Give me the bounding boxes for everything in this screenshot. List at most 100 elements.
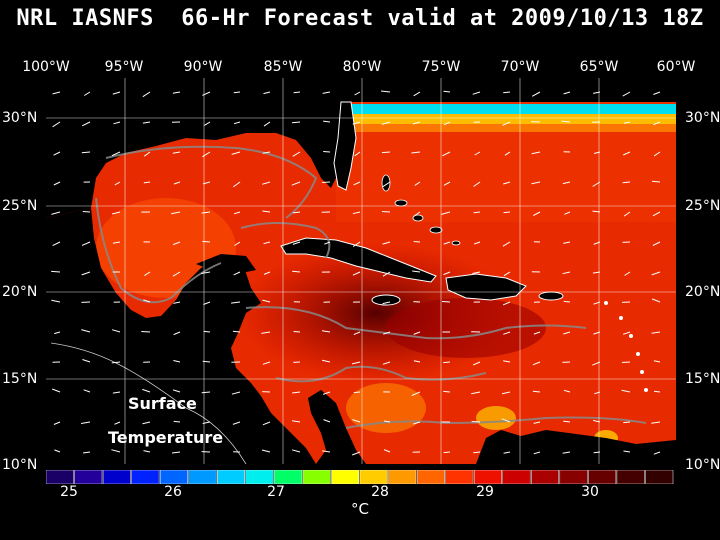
lon-label-95w: 95°W bbox=[104, 59, 144, 75]
wind-arrow bbox=[471, 421, 481, 423]
wind-arrow bbox=[651, 271, 661, 276]
lon-label-100w: 100°W bbox=[22, 59, 70, 75]
wind-arrow bbox=[503, 331, 511, 335]
wind-arrow bbox=[263, 241, 271, 245]
wind-arrow bbox=[352, 451, 361, 456]
colorbar-swatch bbox=[159, 470, 188, 484]
wind-arrow bbox=[52, 388, 61, 393]
wind-arrow bbox=[83, 451, 91, 454]
wind-arrow bbox=[233, 211, 241, 215]
wind-arrow bbox=[172, 91, 181, 94]
wind-arrow bbox=[533, 211, 541, 216]
wind-arrow bbox=[563, 300, 571, 303]
wind-arrow bbox=[503, 91, 511, 94]
wind-arrow bbox=[231, 301, 241, 304]
wind-arrow bbox=[354, 151, 361, 157]
wind-arrow bbox=[413, 360, 421, 363]
wind-arrow bbox=[291, 181, 301, 186]
wind-arrow bbox=[233, 91, 241, 94]
wind-arrow bbox=[531, 91, 541, 97]
wind-arrow bbox=[173, 181, 181, 185]
wind-arrow bbox=[142, 91, 151, 98]
colorbar-swatch bbox=[102, 470, 131, 484]
lat-label-10n-right: 10°N bbox=[685, 457, 720, 473]
wind-arrow bbox=[233, 271, 241, 276]
lat-label-15n-left: 15°N bbox=[2, 371, 38, 387]
wind-arrow bbox=[143, 299, 151, 303]
wind-arrow bbox=[593, 301, 601, 305]
colorbar-swatch bbox=[359, 470, 388, 484]
wind-arrow bbox=[624, 271, 631, 276]
wind-arrow bbox=[141, 331, 151, 333]
wind-arrow bbox=[323, 120, 331, 123]
wind-arrow bbox=[623, 121, 631, 124]
surface-label: Surface bbox=[128, 394, 197, 413]
wind-arrow bbox=[474, 151, 481, 156]
colorbar-swatch bbox=[46, 470, 74, 484]
wind-arrow bbox=[322, 181, 331, 183]
wind-arrow bbox=[173, 301, 181, 304]
wind-arrow bbox=[383, 331, 391, 335]
wind-arrow bbox=[173, 331, 181, 336]
wind-arrow bbox=[441, 301, 451, 303]
wind-arrow bbox=[382, 271, 391, 277]
wind-arrow bbox=[383, 449, 391, 453]
wind-arrow bbox=[352, 419, 361, 423]
wind-arrow bbox=[622, 181, 631, 184]
lat-label-30n-left: 30°N bbox=[2, 110, 38, 126]
colorbar-swatch bbox=[473, 470, 502, 484]
wind-arrow bbox=[531, 151, 541, 155]
wind-arrow bbox=[414, 181, 421, 186]
wind-vectors bbox=[51, 90, 661, 456]
wind-arrow bbox=[381, 151, 391, 154]
wind-arrow bbox=[293, 91, 301, 94]
wind-arrow bbox=[653, 451, 661, 455]
wind-arrow bbox=[81, 329, 91, 333]
wind-arrow bbox=[112, 391, 121, 394]
lon-label-80w: 80°W bbox=[342, 59, 382, 75]
wind-arrow bbox=[502, 121, 511, 126]
colorbar-swatch bbox=[445, 470, 474, 484]
wind-arrow bbox=[562, 271, 571, 275]
wind-arrow bbox=[171, 451, 181, 454]
wind-arrow bbox=[474, 241, 481, 245]
wind-arrow bbox=[593, 151, 601, 154]
wind-arrow bbox=[412, 121, 421, 125]
land-bahamas bbox=[381, 174, 461, 246]
wind-arrow bbox=[52, 241, 61, 247]
wind-arrow bbox=[262, 361, 271, 365]
wind-arrow bbox=[262, 299, 271, 303]
wind-arrow bbox=[53, 421, 61, 425]
wind-arrow bbox=[533, 421, 541, 424]
wind-arrow bbox=[653, 91, 661, 95]
wind-arrow bbox=[262, 421, 271, 426]
wind-arrow bbox=[262, 151, 271, 154]
wind-arrow bbox=[413, 91, 421, 97]
wind-arrow bbox=[413, 241, 421, 243]
wind-arrow bbox=[114, 421, 121, 425]
wind-arrow bbox=[233, 121, 241, 125]
sst-map bbox=[46, 78, 676, 464]
wind-arrow bbox=[291, 420, 301, 423]
wind-arrow bbox=[202, 181, 211, 185]
wind-arrow bbox=[234, 241, 241, 246]
colorbar-swatch bbox=[502, 470, 531, 484]
wind-arrow bbox=[564, 211, 571, 215]
land-florida bbox=[333, 101, 357, 191]
wind-arrow bbox=[231, 391, 241, 395]
wind-arrow bbox=[503, 451, 511, 454]
wind-arrow bbox=[201, 271, 211, 274]
colorbar-swatch bbox=[588, 470, 617, 484]
wind-arrow bbox=[563, 91, 571, 95]
bathymetry-contours bbox=[95, 145, 647, 429]
wind-arrow bbox=[113, 121, 121, 125]
lat-label-20n-left: 20°N bbox=[2, 284, 38, 300]
wind-arrow bbox=[592, 361, 601, 366]
wind-arrow bbox=[114, 181, 121, 186]
wind-arrow bbox=[51, 299, 61, 303]
wind-arrow bbox=[443, 181, 451, 186]
wind-arrow bbox=[563, 389, 571, 393]
wind-arrow bbox=[51, 270, 61, 273]
wind-arrow bbox=[201, 211, 211, 214]
wind-arrow bbox=[652, 241, 661, 246]
